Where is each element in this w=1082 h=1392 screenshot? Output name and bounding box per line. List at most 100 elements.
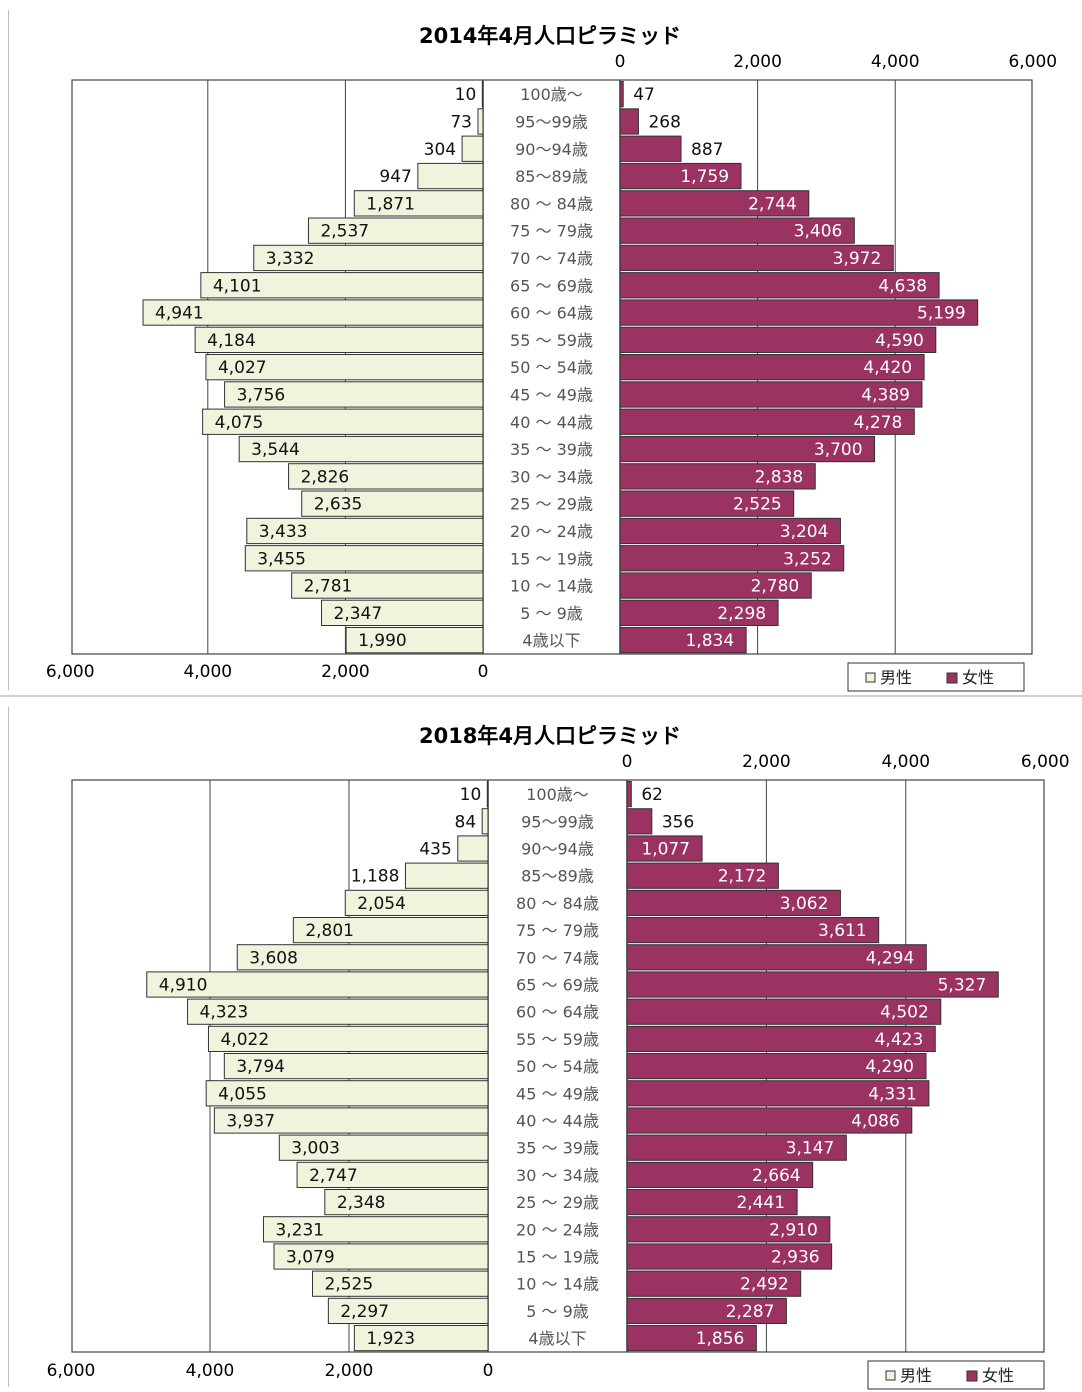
male-value-label: 2,826 <box>301 467 350 487</box>
plot-frame <box>71 779 1045 1353</box>
female-bar <box>626 1053 927 1080</box>
x-tick-label-right: 6,000 <box>1021 752 1070 772</box>
male-bar <box>278 1134 489 1161</box>
male-bar <box>404 862 489 889</box>
female-bar <box>619 463 816 490</box>
female-value-label: 3,700 <box>814 440 863 460</box>
legend-male-swatch <box>885 1370 896 1381</box>
age-group-label: 10 〜 14歳 <box>516 1275 599 1294</box>
x-tick-label-right: 0 <box>615 52 626 72</box>
male-bar <box>224 381 484 408</box>
female-value-label: 4,638 <box>878 276 927 296</box>
age-group-label: 15 〜 19歳 <box>510 549 593 568</box>
x-tick-label-right: 6,000 <box>1008 52 1057 72</box>
female-bar <box>626 1216 831 1243</box>
female-bar <box>619 108 639 135</box>
female-value-label: 356 <box>662 812 694 832</box>
male-bar <box>477 108 484 135</box>
pyramid-panel-2014: 2014年4月人口ピラミッド 6,000 4,000 2,000 0 0 2,000 4,00… <box>0 0 1082 695</box>
female-bar <box>619 299 979 326</box>
male-bar <box>246 517 484 545</box>
age-group-label: 95〜99歳 <box>515 112 588 131</box>
age-group-label: 20 〜 24歳 <box>516 1220 599 1239</box>
x-tick-label-left: 2,000 <box>321 662 370 682</box>
female-bar <box>626 1134 847 1161</box>
male-bar <box>324 1189 489 1216</box>
female-value-label: 4,086 <box>851 1112 900 1132</box>
age-group-label: 60 〜 64歳 <box>510 304 593 323</box>
male-value-label: 3,756 <box>237 385 286 405</box>
female-value-label: 3,252 <box>783 549 832 569</box>
x-tick-label-left: 0 <box>478 662 489 682</box>
x-tick-label-left: 4,000 <box>186 1361 235 1381</box>
female-bar <box>626 1243 833 1270</box>
female-value-label: 4,331 <box>868 1084 917 1104</box>
panel-separator <box>0 695 1082 697</box>
female-value-label: 2,172 <box>718 867 767 887</box>
male-bar <box>481 81 484 108</box>
female-value-label: 2,492 <box>740 1275 789 1295</box>
age-group-label: 35 〜 39歳 <box>516 1139 599 1158</box>
legend-female-swatch <box>946 672 958 684</box>
female-bar <box>619 408 915 435</box>
age-group-label: 100歳〜 <box>520 85 583 104</box>
male-value-label: 73 <box>450 112 472 132</box>
male-value-label: 10 <box>455 85 477 105</box>
male-value-label: 84 <box>455 812 477 832</box>
x-tick-label-left: 6,000 <box>46 662 95 682</box>
legend-female-label: 女性 <box>962 668 994 687</box>
female-value-label: 1,856 <box>696 1329 745 1349</box>
male-value-label: 1,871 <box>366 194 415 214</box>
female-bar <box>619 217 855 244</box>
x-tick-label-left: 4,000 <box>183 662 232 682</box>
male-value-label: 3,433 <box>259 522 308 542</box>
age-group-label: 4歳以下 <box>522 631 580 650</box>
female-value-label: 1,759 <box>680 167 729 187</box>
x-tick-label-left: 6,000 <box>47 1361 96 1381</box>
age-group-label: 65 〜 69歳 <box>510 276 593 295</box>
age-group-label: 70 〜 74歳 <box>516 948 599 967</box>
male-bar <box>288 463 484 490</box>
legend-female-swatch <box>966 1370 978 1382</box>
female-bar <box>626 781 632 808</box>
male-value-label: 4,101 <box>213 276 262 296</box>
female-bar <box>619 162 742 190</box>
female-value-label: 2,298 <box>717 604 766 624</box>
male-value-label: 4,910 <box>159 976 208 996</box>
male-bar <box>223 1053 489 1080</box>
female-bar <box>619 381 923 408</box>
male-bar <box>200 272 484 299</box>
frame-line <box>8 10 9 690</box>
male-value-label: 2,348 <box>337 1193 386 1213</box>
male-bar <box>345 627 484 654</box>
age-group-label: 65 〜 69歳 <box>516 976 599 995</box>
male-value-label: 3,231 <box>275 1220 324 1240</box>
male-value-label: 3,079 <box>286 1248 335 1268</box>
plot-frame <box>71 79 1033 655</box>
male-value-label: 3,794 <box>236 1057 285 1077</box>
legend-male-label: 男性 <box>900 1366 932 1385</box>
female-value-label: 2,838 <box>755 467 804 487</box>
female-bar <box>626 1080 930 1107</box>
female-bar <box>626 1270 802 1297</box>
female-bar <box>626 1297 787 1324</box>
female-bar <box>626 917 880 944</box>
chart-title: 2018年4月人口ピラミッド <box>419 724 681 748</box>
female-value-label: 1,077 <box>641 840 690 860</box>
legend-male-swatch <box>865 672 876 683</box>
female-value-label: 4,290 <box>865 1057 914 1077</box>
age-group-label: 40 〜 44歳 <box>516 1112 599 1131</box>
male-bar <box>296 1161 489 1188</box>
male-value-label: 4,022 <box>220 1030 269 1050</box>
male-value-label: 947 <box>379 167 411 187</box>
male-bar <box>205 1080 489 1107</box>
x-tick-label-right: 4,000 <box>871 52 920 72</box>
female-value-label: 887 <box>691 140 723 160</box>
male-value-label: 304 <box>424 140 456 160</box>
male-bar <box>244 545 484 572</box>
age-group-label: 90〜94歳 <box>515 140 588 159</box>
female-bar <box>626 944 927 971</box>
female-value-label: 2,744 <box>748 194 797 214</box>
female-bar <box>619 599 779 627</box>
female-value-label: 268 <box>648 112 680 132</box>
